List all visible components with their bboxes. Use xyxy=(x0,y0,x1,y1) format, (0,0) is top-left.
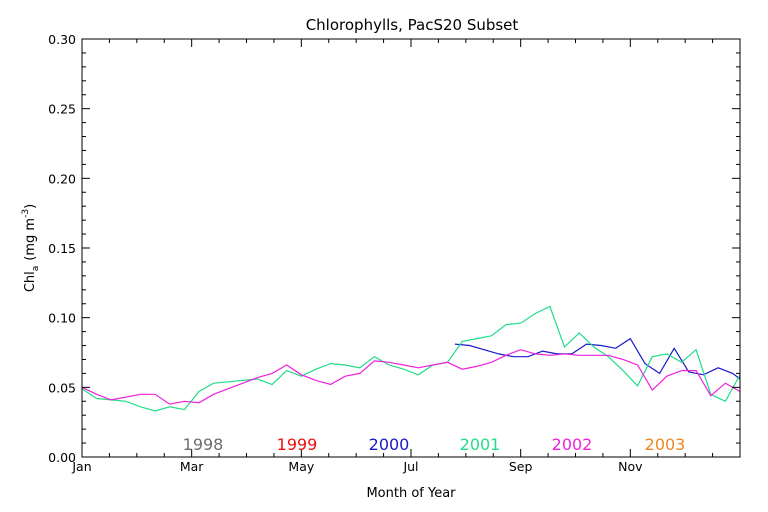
y-tick-label: 0.25 xyxy=(48,102,76,117)
y-tick-label: 0.10 xyxy=(48,311,76,326)
y-tick-label: 0.20 xyxy=(48,171,76,186)
plot-frame xyxy=(81,38,741,458)
x-tick-label: Sep xyxy=(509,459,533,474)
x-axis-label: Month of Year xyxy=(366,486,456,501)
x-tick-label: Jan xyxy=(71,459,91,474)
legend-entry-1998: 1998 xyxy=(183,435,224,454)
chart-title: Chlorophylls, PacS20 Subset xyxy=(306,16,519,34)
y-tick-label: 0.05 xyxy=(48,380,76,395)
legend-entry-2001: 2001 xyxy=(460,435,501,454)
y-tick-label: 0.00 xyxy=(48,450,76,465)
plot-lines xyxy=(81,305,741,412)
x-tick-label: May xyxy=(288,459,314,474)
legend-entry-1999: 1999 xyxy=(277,435,318,454)
y-tick-label: 0.30 xyxy=(48,32,76,47)
x-tick-label: Nov xyxy=(618,459,643,474)
y-axis-label: Chla (mg m-3) xyxy=(21,204,41,292)
legend-entry-2000: 2000 xyxy=(369,435,410,454)
axes: 0.00 0.05 0.10 0.15 0.20 0.25 0.30 Jan Mar May Jul… xyxy=(48,32,740,474)
y-axis-label-subscript: a xyxy=(31,266,41,272)
legend: 1998 1999 2000 2001 2002 2003 xyxy=(183,435,686,454)
y-axis-label-superscript: -3 xyxy=(21,209,31,218)
y-axis-label-units-close: ) xyxy=(23,204,38,209)
legend-entry-2003: 2003 xyxy=(645,435,686,454)
y-tick-label: 0.15 xyxy=(48,241,76,256)
x-tick-label: Mar xyxy=(180,459,204,474)
legend-entry-2002: 2002 xyxy=(552,435,593,454)
y-axis-label-units: (mg m xyxy=(23,218,38,261)
x-tick-label: Jul xyxy=(402,459,418,474)
series-line-2001 xyxy=(81,305,741,412)
series-line-2002 xyxy=(81,349,741,405)
y-axis-label-main: Chl xyxy=(23,271,38,292)
